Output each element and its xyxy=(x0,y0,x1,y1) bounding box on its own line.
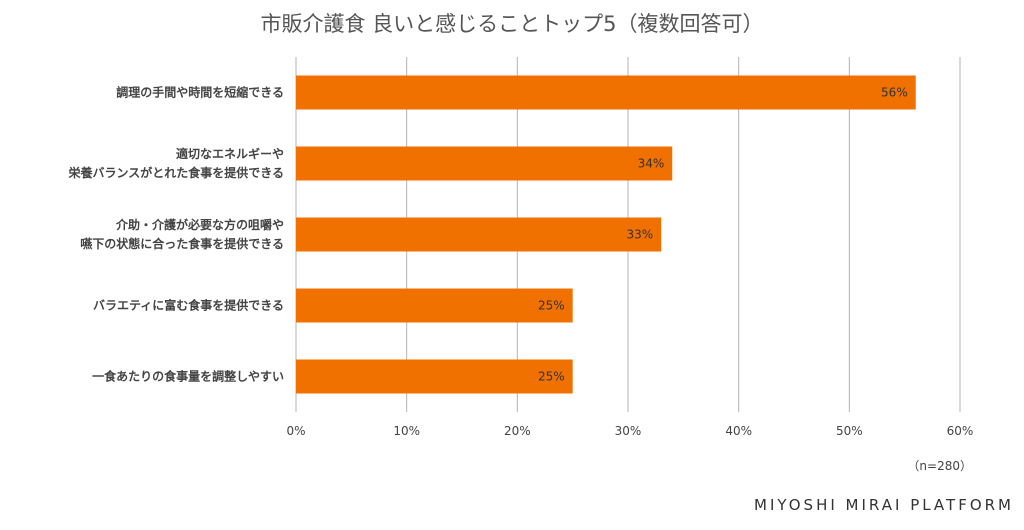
category-label: 一食あたりの食事量を調整しやすい xyxy=(92,369,284,384)
x-tick-label: 10% xyxy=(393,424,420,438)
category-label: 介助・介護が必要な方の咀嚼や嚥下の状態に合った食事を提供できる xyxy=(80,217,284,251)
bar xyxy=(296,217,662,252)
x-tick-label: 40% xyxy=(725,424,752,438)
category-label: 適切なエネルギーや栄養バランスがとれた食事を提供できる xyxy=(67,146,284,180)
bars: 56% 34% 33% 25% 25% xyxy=(296,75,916,394)
category-labels: 調理の手間や時間を短縮できる適切なエネルギーや栄養バランスがとれた食事を提供でき… xyxy=(67,85,284,384)
bar xyxy=(296,288,573,323)
bar xyxy=(296,75,916,110)
x-tick-labels: 0% 10% 20% 30% 40% 50% 60% xyxy=(286,424,973,438)
x-tick-label: 60% xyxy=(947,424,974,438)
x-tick-label: 20% xyxy=(504,424,531,438)
data-label: 33% xyxy=(627,228,654,242)
x-tick-label: 30% xyxy=(615,424,642,438)
data-label: 56% xyxy=(881,86,908,100)
brand-logo-text: MIYOSHI MIRAI PLATFORM xyxy=(754,496,1014,514)
data-label: 25% xyxy=(538,299,565,313)
chart-title: 市販介護食 良いと感じることトップ5（複数回答可） xyxy=(260,12,764,36)
x-tick-label: 50% xyxy=(836,424,863,438)
data-label: 34% xyxy=(638,157,665,171)
category-label: バラエティに富む食事を提供できる xyxy=(93,298,284,313)
category-label: 調理の手間や時間を短縮できる xyxy=(116,85,284,100)
bar xyxy=(296,146,673,181)
bar xyxy=(296,359,573,394)
sample-size-note: （n=280） xyxy=(907,459,972,473)
x-tick-label: 0% xyxy=(286,424,305,438)
data-label: 25% xyxy=(538,370,565,384)
